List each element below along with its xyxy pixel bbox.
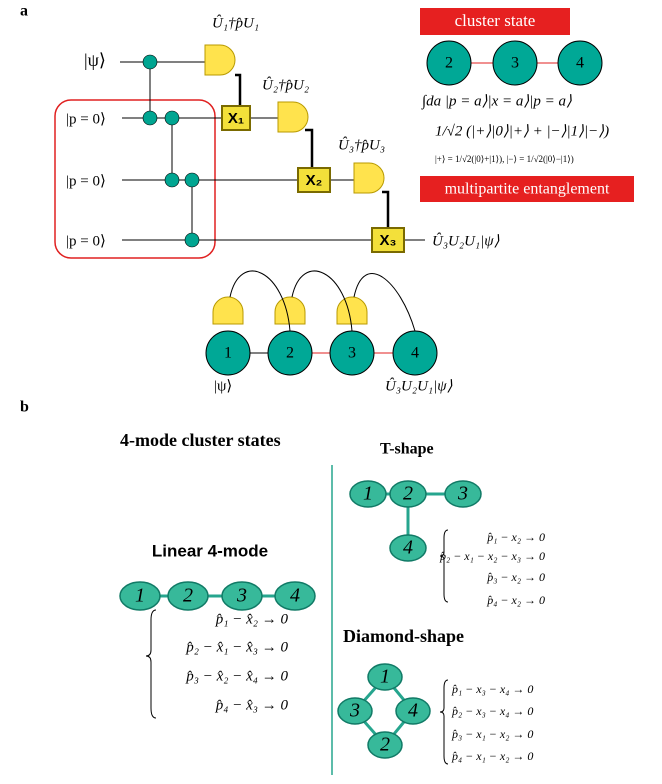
title-box	[420, 8, 570, 35]
node-label: 3	[348, 345, 356, 362]
node-label: 2	[445, 55, 453, 72]
x-box	[371, 227, 405, 253]
node	[392, 330, 438, 376]
node	[349, 480, 387, 508]
node-label: 1	[380, 666, 390, 688]
node	[389, 480, 427, 508]
node-label: 1	[363, 483, 373, 505]
x-box	[297, 167, 331, 193]
entangling-dots	[142, 54, 200, 248]
input-label: |ψ⟩	[84, 50, 106, 70]
node-label: 2	[380, 734, 390, 756]
node-label: 4	[403, 537, 413, 559]
node	[274, 581, 316, 611]
chain-output: Û₃U₂U₁|ψ⟩	[385, 377, 453, 394]
node-label: 3	[349, 700, 360, 722]
node-label: 4	[290, 585, 300, 607]
caption-box	[420, 176, 634, 202]
wires	[120, 61, 425, 241]
equation: 1/√2 (|+⟩|0⟩|+⟩ + |−⟩|1⟩|−⟩)	[435, 123, 609, 139]
chain-detectors	[212, 270, 416, 332]
cluster-box	[54, 99, 216, 259]
equation: p̂₁ − x̂₂ → 0	[215, 611, 289, 627]
node-label: 1	[135, 585, 145, 607]
node	[267, 330, 313, 376]
node-label: 3	[236, 585, 247, 607]
x-box-label: X₂	[306, 172, 323, 189]
node	[205, 330, 251, 376]
node	[167, 581, 209, 611]
node	[221, 581, 263, 611]
node	[337, 697, 373, 725]
input-label: |p = 0⟩	[66, 173, 106, 189]
node-label: 3	[511, 55, 519, 72]
equation: p̂₂ − x̂₁ − x̂₃ → 0	[185, 639, 288, 655]
equation: p̂₃ − x̂₂ − x̂₄ → 0	[185, 668, 288, 684]
section-title: Linear 4-mode	[152, 541, 268, 560]
x-box	[221, 105, 251, 131]
node-label: 4	[408, 700, 418, 722]
node	[329, 330, 375, 376]
input-label: |p = 0⟩	[66, 233, 106, 249]
brace	[439, 679, 449, 765]
node	[557, 40, 603, 86]
node	[367, 731, 403, 759]
node-label: 2	[286, 345, 294, 362]
equation: p̂₄ − x̂₃ → 0	[215, 697, 289, 713]
panel-title: 4-mode cluster states	[120, 430, 281, 450]
equation: |+⟩ = 1/√2(|0⟩+|1⟩), |−⟩ = 1/√2(|0⟩−|1⟩)	[435, 154, 574, 164]
caption: multipartite entanglement	[445, 181, 610, 198]
equation: p̂₃ − x₂ → 0	[486, 570, 545, 584]
node	[367, 663, 403, 691]
node-label: 4	[576, 55, 584, 72]
equation: ∫da |p = a⟩|x = a⟩|p = a⟩	[421, 93, 572, 109]
brace	[145, 609, 157, 719]
detector-label: Û₁†p̂U₁	[212, 14, 259, 31]
detector-label: Û₂†p̂U₂	[262, 76, 309, 93]
equation: p̂₂ − x₁ − x₂ − x₃ → 0	[439, 549, 545, 563]
node	[444, 480, 482, 508]
equation: p̂₃ − x₁ − x₂ → 0	[451, 727, 533, 741]
node	[426, 40, 472, 86]
x-box-label: X₁	[228, 110, 244, 127]
output-label: Û₃U₂U₁|ψ⟩	[432, 232, 500, 249]
chain-input: |ψ⟩	[214, 378, 232, 394]
section-title: T-shape	[380, 441, 434, 458]
node	[119, 581, 161, 611]
brace	[439, 529, 449, 603]
node-label: 2	[403, 483, 413, 505]
section-title: Diamond-shape	[343, 626, 464, 646]
equation: p̂₁ − x₃ − x₄ → 0	[451, 682, 533, 696]
equation: p̂₄ − x₂ → 0	[486, 593, 545, 607]
detectors	[204, 44, 385, 194]
node	[395, 697, 431, 725]
equation: p̂₄ − x₁ − x₂ → 0	[451, 749, 533, 763]
node	[389, 534, 427, 562]
node	[492, 40, 538, 86]
panel-label: b	[20, 399, 29, 416]
cluster-title: cluster state	[455, 11, 536, 30]
equation: p̂₂ − x₃ − x₄ → 0	[451, 704, 533, 718]
node-label: 1	[224, 345, 232, 362]
input-label: |p = 0⟩	[66, 111, 106, 127]
node-label: 4	[411, 345, 419, 362]
equation: p̂₁ − x₂ → 0	[486, 530, 545, 544]
x-box-label: X₃	[380, 232, 397, 249]
node-label: 2	[183, 585, 193, 607]
node-label: 3	[457, 483, 468, 505]
panel-label: a	[20, 3, 28, 20]
detector-label: Û₃†p̂U₃	[338, 136, 385, 153]
